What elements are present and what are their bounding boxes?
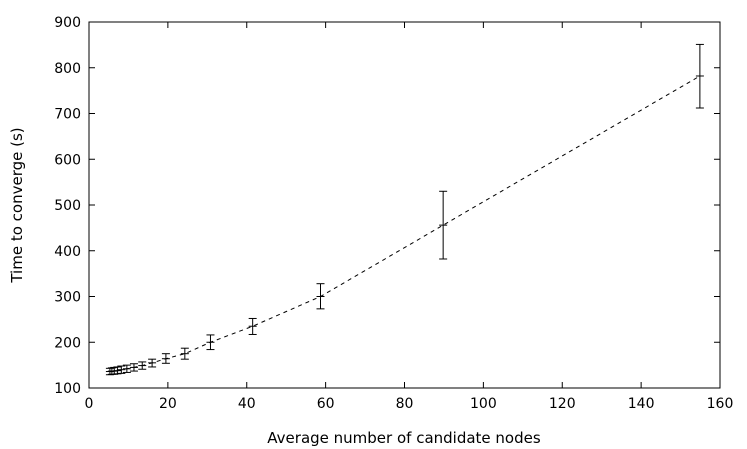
plot-frame xyxy=(88,21,721,389)
series-layer xyxy=(105,43,704,376)
y-tick-label: 600 xyxy=(54,152,81,168)
data-point xyxy=(122,364,131,373)
x-tick-label: 140 xyxy=(628,396,655,412)
data-point xyxy=(129,363,138,372)
data-point xyxy=(161,353,170,364)
data-point xyxy=(248,317,257,335)
y-tick-label: 800 xyxy=(54,61,81,77)
y-tick-label: 200 xyxy=(54,335,81,351)
series-line xyxy=(109,75,701,373)
y-tick-label: 400 xyxy=(54,244,81,260)
data-point xyxy=(439,190,448,260)
y-tick-label: 100 xyxy=(54,381,81,397)
data-point xyxy=(206,334,215,351)
x-tick-label: 160 xyxy=(707,396,734,412)
x-tick-label: 60 xyxy=(317,396,335,412)
x-tick-label: 20 xyxy=(159,396,177,412)
data-point xyxy=(316,283,325,310)
x-tick-label: 0 xyxy=(85,396,94,412)
y-axis-ticks: 100 200 300 400 500 600 700 800 900 xyxy=(54,15,720,397)
y-tick-label: 500 xyxy=(54,198,81,214)
x-axis-ticks: 0 20 40 60 80 100 120 140 160 xyxy=(85,22,734,412)
data-point xyxy=(138,361,147,370)
y-tick-label: 700 xyxy=(54,107,81,123)
data-point xyxy=(148,358,157,368)
y-tick-label: 300 xyxy=(54,290,81,306)
y-tick-label: 900 xyxy=(54,15,81,31)
x-tick-label: 100 xyxy=(470,396,497,412)
data-point xyxy=(117,365,126,374)
data-point xyxy=(180,347,189,360)
x-tick-label: 40 xyxy=(238,396,256,412)
x-tick-label: 120 xyxy=(549,396,576,412)
x-axis-title: Average number of candidate nodes xyxy=(267,429,541,447)
y-axis-title: Time to converge (s) xyxy=(8,127,26,283)
data-point xyxy=(695,43,704,109)
x-tick-label: 80 xyxy=(396,396,414,412)
